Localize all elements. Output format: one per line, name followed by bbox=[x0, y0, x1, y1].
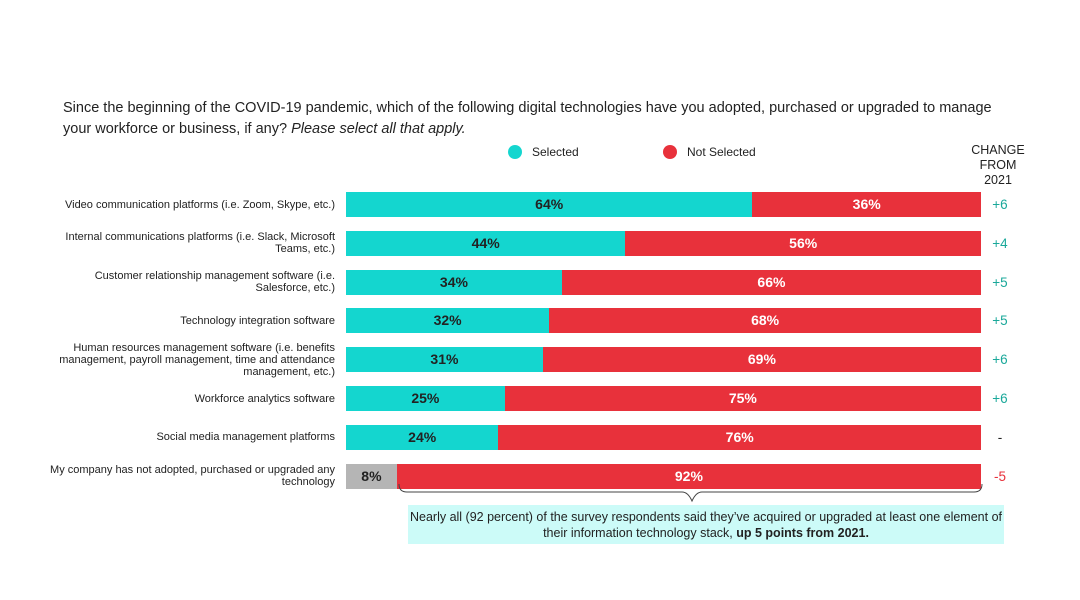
change-value: +6 bbox=[992, 352, 1008, 368]
category-label: My company has not adopted, purchased or… bbox=[50, 464, 335, 489]
bar-selected bbox=[346, 386, 505, 411]
bar-not-selected bbox=[498, 424, 981, 450]
bar-not-selected bbox=[504, 386, 981, 411]
bar-not-selected bbox=[625, 230, 981, 256]
value-label-not-selected: 68% bbox=[751, 312, 780, 329]
callout-emphasis: up 5 points from 2021. bbox=[736, 526, 869, 540]
value-label-not-selected: 76% bbox=[725, 428, 754, 445]
bar-not-selected bbox=[549, 308, 981, 334]
bar-selected bbox=[346, 192, 753, 217]
value-label-selected: 34% bbox=[439, 273, 468, 290]
question-main: Since the beginning of the COVID-19 pand… bbox=[63, 100, 992, 137]
value-label-not-selected: 69% bbox=[747, 351, 776, 368]
value-label-not-selected: 66% bbox=[757, 273, 786, 290]
bar-selected bbox=[346, 230, 626, 256]
change-value: -5 bbox=[993, 468, 1006, 484]
bar-selected bbox=[346, 308, 550, 334]
value-label-selected: 64% bbox=[535, 196, 564, 212]
bar-not-selected bbox=[396, 463, 981, 489]
callout-box: Nearly all (92 percent) of the survey re… bbox=[408, 505, 1004, 544]
bar-selected bbox=[346, 347, 543, 373]
category-label: Technology integration software bbox=[180, 314, 335, 327]
change-header: CHANGE FROM 2021 bbox=[971, 143, 1025, 187]
category-label: Human resources management software (i.e… bbox=[59, 341, 335, 378]
legend-not-selected-dot bbox=[663, 145, 677, 159]
bar-not-selected bbox=[561, 269, 981, 295]
legend-not-selected-label: Not Selected bbox=[687, 145, 756, 159]
change-value: +6 bbox=[992, 197, 1008, 212]
bar-selected bbox=[346, 463, 397, 489]
category-label: Internal communications platforms (i.e. … bbox=[65, 231, 335, 256]
question-instruction: Please select all that apply. bbox=[291, 121, 466, 137]
callout-text: Nearly all (92 percent) of the survey re… bbox=[409, 510, 1002, 540]
legend-selected-label: Selected bbox=[532, 145, 579, 159]
change-value: +5 bbox=[992, 313, 1008, 329]
value-label-selected: 25% bbox=[411, 390, 440, 406]
bar-selected bbox=[346, 269, 562, 295]
value-label-not-selected: 75% bbox=[728, 390, 757, 406]
value-label-selected: 44% bbox=[471, 234, 500, 251]
callout-brace bbox=[398, 484, 983, 503]
bar-selected bbox=[346, 424, 499, 450]
category-label: Workforce analytics software bbox=[194, 392, 335, 405]
change-value: +5 bbox=[992, 274, 1008, 290]
change-value: +4 bbox=[992, 235, 1008, 251]
value-label-selected: 31% bbox=[430, 351, 459, 368]
legend-selected-dot bbox=[508, 145, 522, 159]
category-label: Social media management platforms bbox=[156, 431, 335, 444]
value-label-selected: 32% bbox=[433, 312, 462, 329]
value-label-not-selected: 92% bbox=[674, 467, 703, 484]
bar-not-selected bbox=[752, 192, 981, 217]
category-label: Video communication platforms (i.e. Zoom… bbox=[64, 198, 335, 211]
value-label-selected: 24% bbox=[408, 428, 437, 445]
question-text: Since the beginning of the COVID-19 pand… bbox=[63, 98, 1023, 140]
change-value: - bbox=[997, 429, 1003, 445]
change-value: +6 bbox=[992, 391, 1008, 406]
value-label-selected: 8% bbox=[361, 467, 382, 484]
value-label-not-selected: 36% bbox=[852, 196, 881, 212]
category-label: Customer relationship management softwar… bbox=[94, 270, 335, 295]
bar-not-selected bbox=[542, 347, 981, 373]
value-label-not-selected: 56% bbox=[789, 234, 818, 251]
